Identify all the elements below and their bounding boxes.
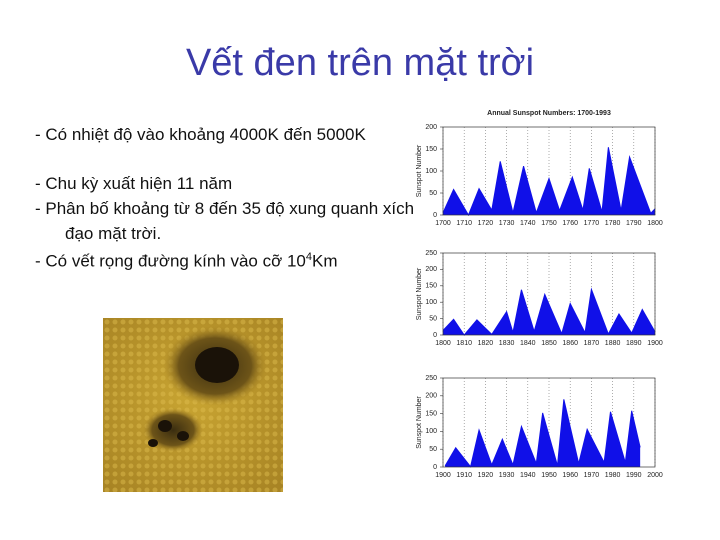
bullet: - Phân bố khoảng từ 8 đến 35 độ xung qua… xyxy=(35,199,415,243)
area-fill xyxy=(443,289,655,335)
x-tick-label: 1730 xyxy=(499,220,515,227)
x-tick-label: 1840 xyxy=(520,340,536,347)
area-line xyxy=(444,399,641,468)
x-tick-label: 1740 xyxy=(520,220,536,227)
plot-frame xyxy=(442,126,656,216)
bullet: - Có vết rọng đường kính vào cỡ 104Km xyxy=(35,245,435,274)
y-tick-label: 200 xyxy=(425,393,437,400)
y-axis-label: Sunspot Number xyxy=(416,144,423,197)
x-tick-label: 1990 xyxy=(626,472,642,479)
x-tick-label: 1940 xyxy=(520,472,536,479)
y-tick-label: 150 xyxy=(425,283,437,290)
y-tick-label: 250 xyxy=(425,375,437,382)
bullet-text: Km xyxy=(312,251,338,271)
x-tick-label: 1850 xyxy=(541,340,557,347)
x-tick-label: 2000 xyxy=(647,472,663,479)
x-tick-label: 1750 xyxy=(541,220,557,227)
y-axis-label: Sunspot Number xyxy=(416,267,423,320)
plot-frame xyxy=(442,377,656,468)
x-tick-label: 1910 xyxy=(456,472,472,479)
y-tick-label: 50 xyxy=(429,315,437,322)
y-tick-label: 100 xyxy=(425,168,437,175)
y-tick-label: 100 xyxy=(425,428,437,435)
superscript: 4 xyxy=(305,251,312,263)
y-tick-label: 50 xyxy=(429,190,437,197)
x-tick-label: 1960 xyxy=(562,472,578,479)
x-tick-label: 1890 xyxy=(626,340,642,347)
x-tick-label: 1900 xyxy=(435,472,451,479)
x-tick-label: 1700 xyxy=(435,220,451,227)
y-tick-label: 0 xyxy=(433,332,437,339)
area-line xyxy=(442,147,656,217)
x-tick-label: 1770 xyxy=(584,220,600,227)
y-tick-label: 200 xyxy=(425,124,437,131)
x-tick-label: 1800 xyxy=(435,340,451,347)
slide-title: Vết đen trên mặt trời xyxy=(185,42,535,84)
x-tick-label: 1980 xyxy=(605,472,621,479)
x-tick-label: 1970 xyxy=(584,472,600,479)
area-fill xyxy=(443,147,655,215)
y-tick-label: 150 xyxy=(425,410,437,417)
bullet-text: - Có vết rọng đường kính vào cỡ 10 xyxy=(35,251,306,271)
x-tick-label: 1810 xyxy=(456,340,472,347)
x-tick-label: 1830 xyxy=(499,340,515,347)
x-tick-label: 1920 xyxy=(478,472,494,479)
x-tick-label: 1880 xyxy=(605,340,621,347)
x-tick-label: 1950 xyxy=(541,472,557,479)
x-tick-label: 1760 xyxy=(562,220,578,227)
area-fill xyxy=(445,399,641,467)
sunspot-photo xyxy=(103,318,283,492)
y-axis-label: Sunspot Number xyxy=(416,396,423,449)
x-tick-label: 1900 xyxy=(647,340,663,347)
x-tick-label: 1790 xyxy=(626,220,642,227)
y-tick-label: 0 xyxy=(433,212,437,219)
x-tick-label: 1820 xyxy=(478,340,494,347)
y-tick-label: 150 xyxy=(425,146,437,153)
y-tick-label: 0 xyxy=(433,464,437,471)
x-tick-label: 1860 xyxy=(562,340,578,347)
x-tick-label: 1930 xyxy=(499,472,515,479)
y-tick-label: 100 xyxy=(425,299,437,306)
bullet: - Có nhiệt độ vào khoảng 4000K đến 5000K xyxy=(35,125,366,144)
y-tick-label: 200 xyxy=(425,266,437,273)
x-tick-label: 1710 xyxy=(456,220,472,227)
x-tick-label: 1720 xyxy=(478,220,494,227)
y-tick-label: 50 xyxy=(429,446,437,453)
plot-frame xyxy=(442,252,656,336)
x-tick-label: 1780 xyxy=(605,220,621,227)
y-tick-label: 250 xyxy=(425,250,437,257)
x-tick-label: 1870 xyxy=(584,340,600,347)
chart-title: Annual Sunspot Numbers: 1700-1993 xyxy=(487,110,611,117)
x-tick-label: 1800 xyxy=(647,220,663,227)
bullet: - Chu kỳ xuất hiện 11 năm xyxy=(35,174,233,193)
area-line xyxy=(442,287,656,336)
